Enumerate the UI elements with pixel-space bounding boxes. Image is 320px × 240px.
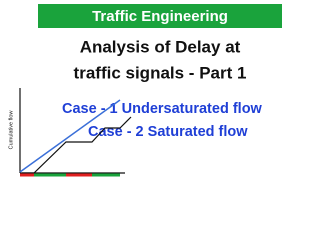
thumbnail: Traffic Engineering Analysis of Delay at… xyxy=(0,0,320,180)
case-text: Case - 1 Undersaturated flow xyxy=(62,101,263,117)
header-title: Traffic Engineering xyxy=(92,8,228,25)
title-line: Analysis of Delay at xyxy=(80,37,241,56)
background xyxy=(0,0,320,180)
diagram: Cumulative flow xyxy=(8,88,132,177)
header-banner xyxy=(38,4,282,28)
departure-line xyxy=(22,116,132,174)
y-axis-label: Cumulative flow xyxy=(8,111,14,150)
title-line: traffic signals - Part 1 xyxy=(74,63,247,82)
arrival-line xyxy=(19,99,121,173)
case-text: Case - 2 Saturated flow xyxy=(88,124,248,140)
page: Traffic Engineering Analysis of Delay at… xyxy=(0,0,320,180)
